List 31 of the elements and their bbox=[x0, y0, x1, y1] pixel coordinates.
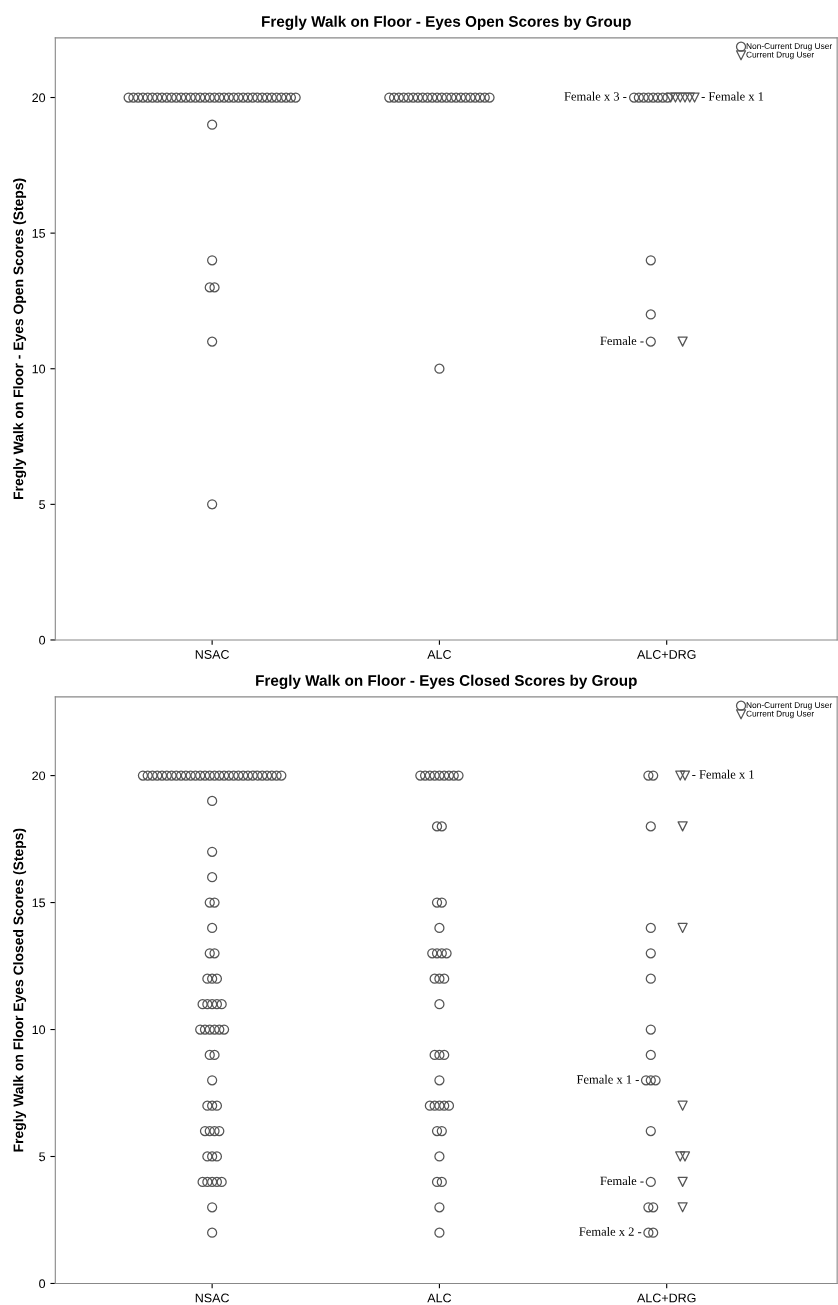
x-tick-label: ALC bbox=[427, 1293, 452, 1303]
x-tick-label: ALC+DRG bbox=[637, 1293, 696, 1303]
y-tick-label: 15 bbox=[32, 898, 46, 908]
x-tick-label: NSAC bbox=[195, 650, 230, 659]
annotation: - Female x 1 bbox=[701, 91, 764, 101]
legend-label: Non-Current Drug User bbox=[746, 702, 833, 710]
annotation: Female - bbox=[600, 1176, 644, 1186]
annotation: Female x 3 - bbox=[564, 91, 627, 101]
y-tick-label: 0 bbox=[39, 635, 46, 645]
legend-label: Current Drug User bbox=[746, 710, 814, 719]
y-tick-label: 10 bbox=[32, 1025, 46, 1035]
annotation: Female x 1 - bbox=[576, 1074, 639, 1084]
annotation: - Female x 1 bbox=[692, 769, 754, 779]
x-tick-label: ALC bbox=[427, 650, 452, 659]
x-tick-label: NSAC bbox=[195, 1293, 230, 1303]
y-tick-label: 5 bbox=[39, 500, 46, 510]
legend-label: Non-Current Drug User bbox=[746, 43, 833, 51]
y-axis-title: Fregly Walk on Floor Eyes Closed Scores (Steps) bbox=[13, 828, 27, 1152]
x-tick-label: ALC+DRG bbox=[637, 650, 696, 659]
y-tick-label: 0 bbox=[39, 1279, 46, 1289]
chart-title: Fregly Walk on Floor - Eyes Closed Scores by Group bbox=[256, 674, 637, 689]
y-axis-title: Fregly Walk on Floor - Eyes Open Scores (Steps) bbox=[13, 178, 27, 500]
legend-label: Current Drug User bbox=[746, 51, 814, 60]
y-tick-label: 5 bbox=[39, 1152, 46, 1162]
annotation: Female x 2 - bbox=[579, 1227, 642, 1236]
chart-title: Fregly Walk on Floor - Eyes Open Scores by Group bbox=[262, 15, 631, 30]
annotation: Female - bbox=[600, 336, 644, 346]
y-tick-label: 20 bbox=[32, 93, 46, 103]
y-tick-label: 20 bbox=[32, 771, 46, 781]
y-tick-label: 10 bbox=[32, 364, 46, 374]
y-tick-label: 15 bbox=[32, 229, 46, 238]
